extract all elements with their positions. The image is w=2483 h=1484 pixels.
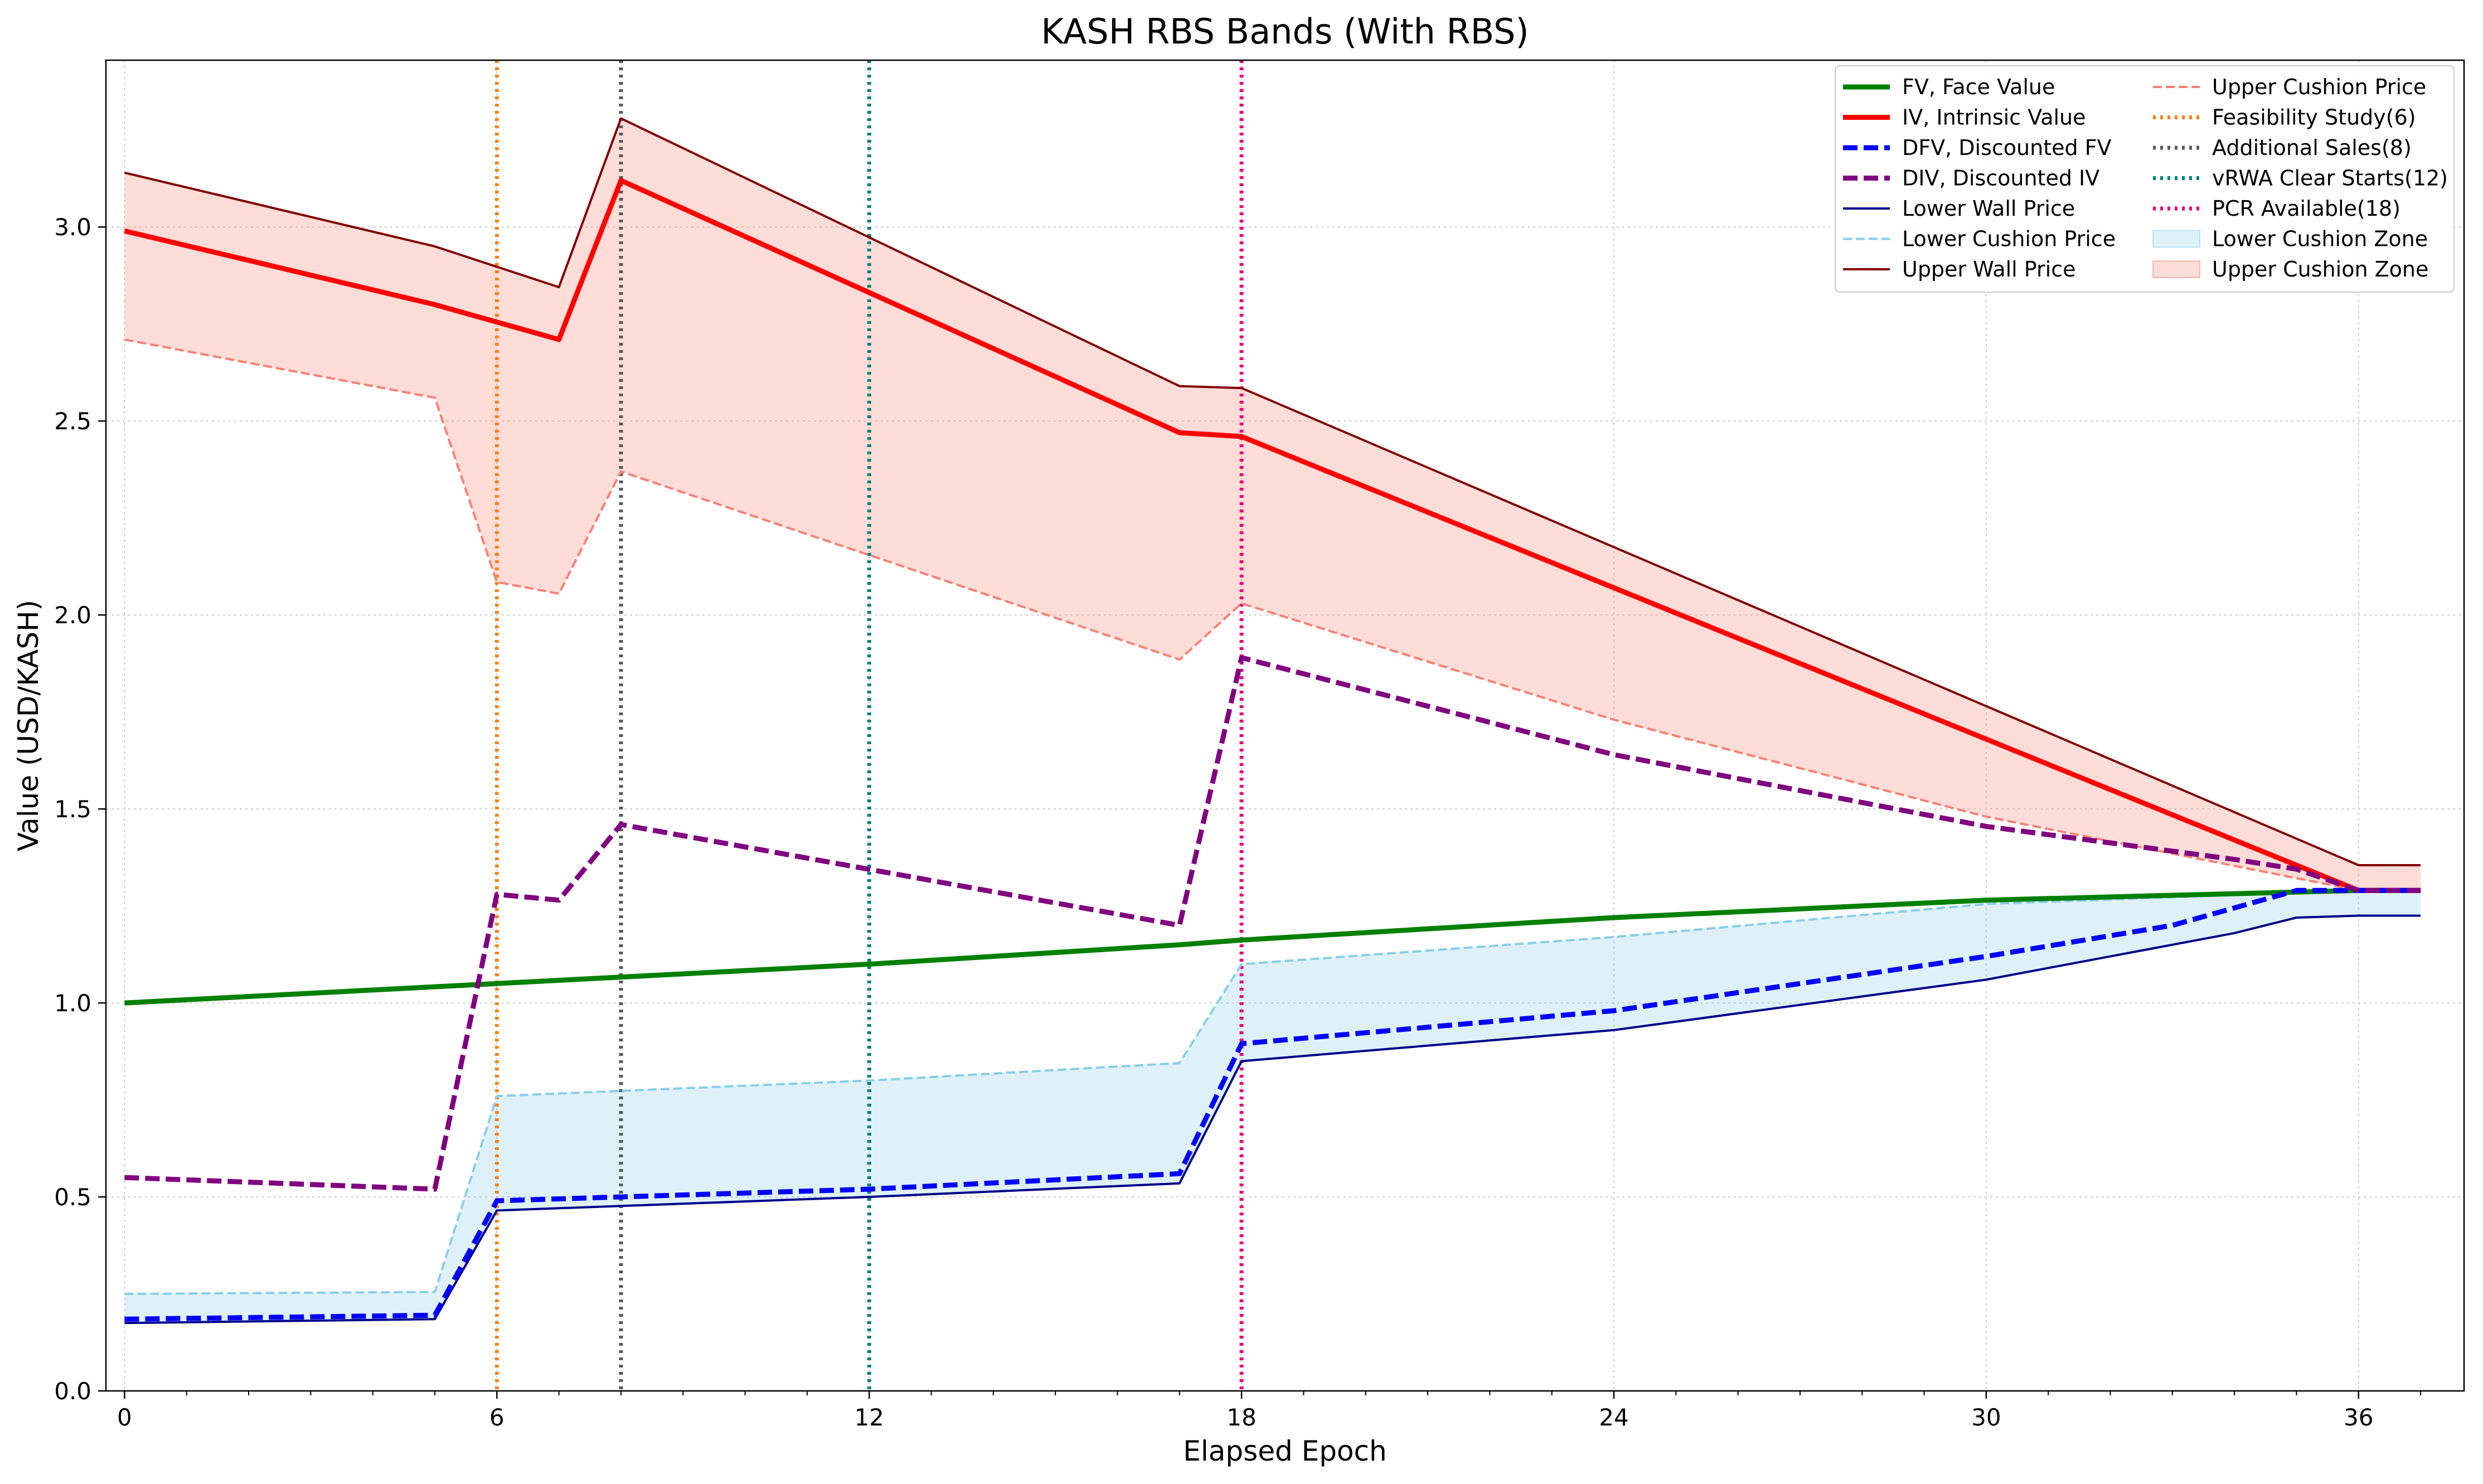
legend-label: Lower Wall Price (1902, 196, 2075, 221)
y-tick-label: 0.5 (54, 1184, 91, 1211)
upper-cushion-zone-swatch (2152, 260, 2200, 278)
y-tick-label: 2.0 (54, 602, 91, 629)
x-tick-label: 30 (1971, 1404, 2001, 1431)
div-discounted-iv-line (124, 655, 2421, 1192)
legend-item-lower-cushion-zone: Lower Cushion Zone (2152, 227, 2428, 251)
legend: FV, Face Value IV, Intrinsic Value DFV, Di… (1835, 65, 2455, 293)
y-tick-label: 1.5 (54, 796, 91, 823)
legend-label: Upper Cushion Price (2212, 75, 2426, 99)
event-lines (494, 60, 1244, 1391)
legend-item-dfv-discounted-fv: DFV, Discounted FV (1843, 135, 2112, 160)
legend-item-upper-cushion-price: Upper Cushion Price (2153, 75, 2426, 99)
x-tick-label: 18 (1226, 1404, 1256, 1431)
legend-label: Feasibility Study(6) (2212, 105, 2416, 130)
legend-item-upper-cushion-zone: Upper Cushion Zone (2152, 257, 2428, 282)
legend-item-lower-cushion-price: Lower Cushion Price (1843, 227, 2116, 251)
legend-item-vrwa-clear-starts-12: vRWA Clear Starts(12) (2153, 166, 2448, 191)
legend-label: PCR Available(18) (2212, 196, 2400, 221)
upper-wall-price-line (124, 117, 2421, 866)
legend-item-feasibility-study-6: Feasibility Study(6) (2153, 105, 2416, 130)
legend-label: vRWA Clear Starts(12) (2212, 166, 2448, 191)
x-tick-label: 6 (489, 1404, 505, 1431)
y-axis-label: Value (USD/KASH) (12, 600, 45, 851)
legend-item-div-discounted-iv: DIV, Discounted IV (1843, 166, 2099, 191)
legend-label: Lower Cushion Price (1902, 227, 2116, 251)
legend-label: DFV, Discounted FV (1902, 135, 2112, 160)
lower-cushion-zone-swatch (2152, 230, 2200, 248)
iv-intrinsic-value-line (124, 178, 2421, 893)
legend-item-lower-wall-price: Lower Wall Price (1843, 196, 2075, 221)
dfv-discounted-fv-line (124, 888, 2421, 1322)
upper-cushion-zone-fill (124, 118, 2421, 891)
y-tick-label: 0.0 (54, 1378, 91, 1405)
legend-label: Upper Cushion Zone (2212, 257, 2428, 282)
legend-item-upper-wall-price: Upper Wall Price (1843, 257, 2075, 282)
legend-label: Lower Cushion Zone (2212, 227, 2428, 251)
axis-ticks: 0 6 12 18 24 30 36 0.0 0.5 1.0 1.5 2.0 2.5 3.0 (54, 214, 2422, 1431)
fv-face-value-line (124, 888, 2421, 1006)
legend-label: Additional Sales(8) (2212, 135, 2412, 160)
legend-label: DIV, Discounted IV (1902, 166, 2099, 191)
series-lines (124, 117, 2421, 1325)
x-tick-label: 0 (117, 1404, 132, 1431)
y-tick-label: 3.0 (54, 214, 91, 241)
legend-item-pcr-available-18: PCR Available(18) (2153, 196, 2400, 221)
x-tick-label: 24 (1599, 1404, 1628, 1431)
x-tick-label: 36 (2344, 1404, 2373, 1431)
legend-item-iv-intrinsic-value: IV, Intrinsic Value (1843, 105, 2086, 130)
chart-title: KASH RBS Bands (With RBS) (1041, 11, 1529, 52)
legend-label: IV, Intrinsic Value (1902, 105, 2086, 130)
plot-frame (105, 59, 2465, 1392)
legend-item-additional-sales-8: Additional Sales(8) (2153, 135, 2412, 160)
lower-cushion-zone-fill (124, 890, 2421, 1323)
lower-wall-price-line (124, 914, 2421, 1325)
cushion-zones (124, 118, 2421, 1323)
legend-label: Upper Wall Price (1902, 257, 2075, 282)
x-tick-label: 12 (854, 1404, 884, 1431)
x-axis-label: Elapsed Epoch (1183, 1435, 1386, 1467)
legend-label: FV, Face Value (1902, 75, 2055, 99)
grid-lines (106, 60, 2464, 1391)
legend-item-fv-face-value: FV, Face Value (1843, 75, 2055, 99)
y-tick-label: 2.5 (54, 408, 91, 435)
y-tick-label: 1.0 (54, 990, 91, 1017)
legend-box (1835, 65, 2455, 293)
